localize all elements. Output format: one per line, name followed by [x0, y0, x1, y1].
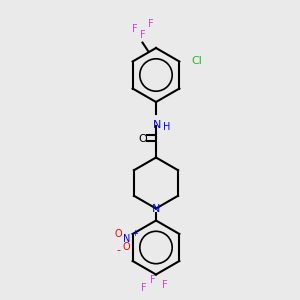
Text: O: O — [122, 242, 130, 253]
Text: N: N — [123, 234, 130, 244]
Text: F: F — [162, 280, 168, 290]
Text: O: O — [114, 229, 122, 239]
Text: F: F — [132, 25, 137, 34]
Text: H: H — [163, 122, 170, 131]
Text: Cl: Cl — [192, 56, 203, 67]
Text: N: N — [153, 120, 162, 130]
Text: O: O — [138, 134, 147, 145]
Text: -: - — [116, 245, 120, 255]
Text: N: N — [152, 203, 160, 214]
Text: +: + — [131, 230, 138, 238]
Text: F: F — [150, 274, 156, 285]
Text: F: F — [148, 19, 153, 29]
Text: F: F — [140, 30, 145, 40]
Text: F: F — [141, 283, 147, 293]
